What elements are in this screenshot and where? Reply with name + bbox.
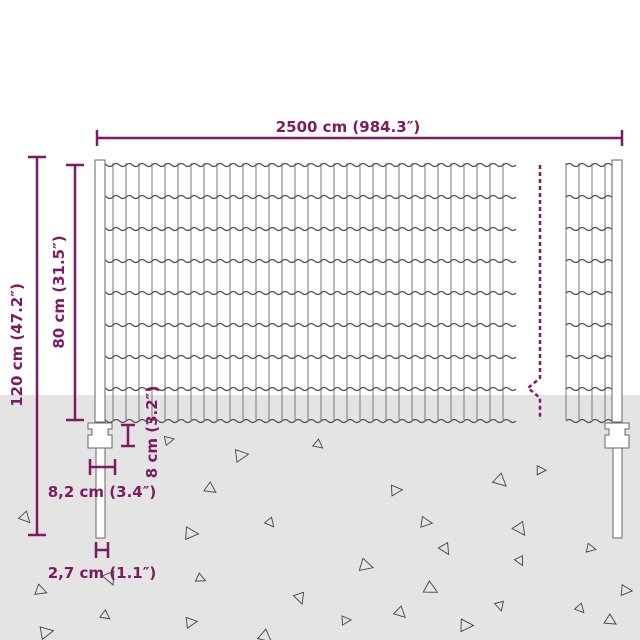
stone [234,449,250,464]
mesh-wire [99,162,517,168]
mesh-wire [99,386,517,392]
stone [422,580,439,593]
mesh-wire [99,226,517,232]
stone [585,542,597,553]
mesh-height-label: 80 cm (31.5″) [50,235,68,348]
stone [491,472,507,487]
fence-mesh [99,162,619,424]
mesh-wire [565,194,619,200]
stone [341,615,353,626]
stone [99,609,111,620]
plate-height-label: 8 cm (3.2″) [143,386,161,478]
stone [511,520,526,536]
stone [256,628,273,640]
mesh-wire [99,194,517,200]
ground-stones [17,435,634,640]
stone [392,605,406,618]
mesh-wire [99,322,517,328]
stone [263,516,275,528]
stone [292,591,305,605]
post-width-label: 2,7 cm (1.1″) [48,564,157,582]
mesh-wire [565,354,619,360]
post-left [87,159,113,539]
stone [460,618,475,633]
mesh-wire [99,418,517,424]
stone [620,583,634,597]
mesh-wire [565,290,619,296]
stone [437,541,450,556]
stone [34,583,48,595]
stone [390,484,404,497]
length-label: 2500 cm (984.3″) [276,118,421,136]
stone [203,481,217,493]
stone [194,572,207,582]
stone [358,557,375,571]
mesh-wire [99,258,517,264]
post-right [604,159,630,539]
mesh-wire [565,386,619,392]
stone [101,570,115,586]
mesh-wire [99,290,517,296]
mesh-wire [565,418,619,424]
total-height-label: 120 cm (47.2″) [8,283,26,407]
mesh-wire [565,226,619,232]
stone [573,602,585,614]
stone [603,613,617,625]
stone [493,600,504,612]
stone [185,616,199,629]
mesh-wire [99,354,517,360]
stone [163,435,175,447]
stone [17,510,31,524]
mesh-wire [565,258,619,264]
mesh-wire [565,162,619,168]
mesh-wire [565,322,619,328]
stone [536,465,548,476]
stone [185,526,200,541]
stone [420,515,434,528]
stone [39,626,55,640]
dimension-lines [28,130,624,558]
stone [513,554,524,567]
plate-width-label: 8,2 cm (3.4″) [48,483,157,501]
stone [311,438,324,449]
